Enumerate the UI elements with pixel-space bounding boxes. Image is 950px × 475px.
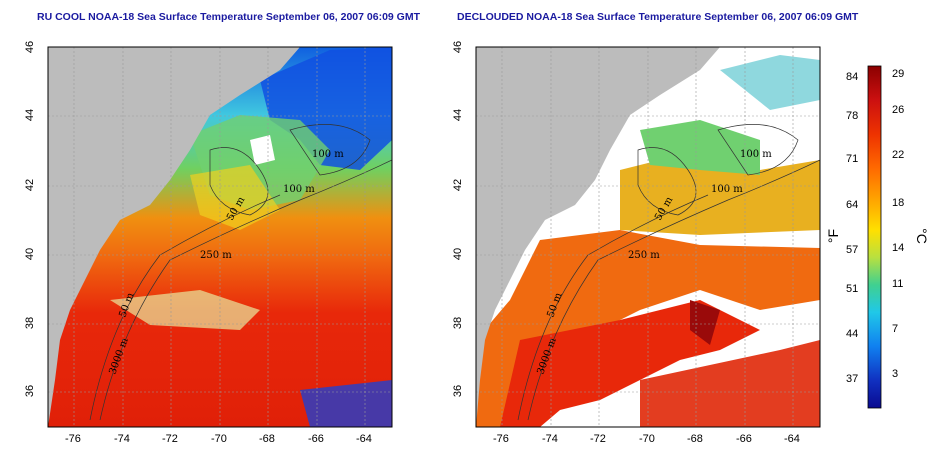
fahrenheit-tick: 51: [846, 283, 859, 295]
y-tick: 42: [452, 178, 464, 192]
x-tick: -70: [639, 433, 655, 445]
left-contour: [209, 147, 269, 216]
left-cold-water: [260, 47, 392, 170]
celsius-tick: 3: [892, 368, 899, 380]
left-frame: [47, 46, 393, 428]
right-contour: [717, 124, 799, 176]
celsius-tick: 18: [892, 197, 905, 209]
y-tick: 46: [452, 40, 464, 54]
left-contour-label: 100 m: [312, 149, 344, 160]
left-grid: [48, 47, 392, 427]
x-tick: -64: [784, 433, 800, 445]
left-contour-label: 250 m: [200, 250, 232, 261]
right-contour-label: 250 m: [628, 250, 660, 261]
fahrenheit-tick: 84: [846, 71, 859, 83]
celsius-tick: 26: [892, 104, 905, 116]
y-tick: 38: [24, 316, 36, 330]
right-grid: [476, 47, 820, 427]
right-contour: [637, 147, 697, 216]
right-contour-label: 100 m: [740, 149, 772, 160]
fahrenheit-tick: 44: [846, 328, 859, 340]
right-contour-label: 100 m: [711, 184, 743, 195]
right-frame: [475, 46, 821, 428]
x-tick: -74: [114, 433, 130, 445]
celsius-tick: 22: [892, 149, 905, 161]
fahrenheit-tick: 57: [846, 244, 859, 256]
fahrenheit-tick: 71: [846, 153, 859, 165]
left-panel-title: RU COOL NOAA-18 Sea Surface Temperature …: [37, 11, 421, 23]
celsius-tick: 11: [892, 278, 904, 290]
x-tick: -74: [542, 433, 558, 445]
x-tick: -76: [65, 433, 81, 445]
y-tick: 44: [24, 108, 36, 122]
x-tick: -66: [308, 433, 324, 445]
right-contour: [527, 159, 820, 421]
left-land: [48, 47, 300, 427]
x-tick: -68: [687, 433, 703, 445]
x-tick: -72: [590, 433, 606, 445]
right-hot-water: [640, 340, 820, 427]
x-tick: -68: [259, 433, 275, 445]
x-tick: -66: [736, 433, 752, 445]
celsius-tick: 14: [892, 242, 905, 254]
left-island: [250, 135, 275, 165]
celsius-tick: 7: [892, 323, 899, 335]
colorbar: [867, 65, 882, 409]
left-yellow-water: [190, 165, 280, 230]
fahrenheit-tick: 37: [846, 373, 859, 385]
fahrenheit-tick: 64: [846, 199, 859, 211]
x-tick: -64: [356, 433, 372, 445]
y-tick: 36: [24, 384, 36, 398]
y-tick: 44: [452, 108, 464, 122]
y-tick: 42: [24, 178, 36, 192]
celsius-unit-label: °C: [913, 228, 930, 244]
right-land: [476, 47, 720, 427]
right-warm-water: [476, 230, 820, 427]
left-contour: [289, 124, 371, 176]
y-tick: 40: [24, 247, 36, 261]
fahrenheit-tick: 78: [846, 110, 859, 122]
celsius-tick: 29: [892, 68, 905, 80]
fahrenheit-unit-label: °F: [825, 228, 842, 244]
right-hot-core: [690, 300, 720, 345]
right-yellow-water: [620, 150, 820, 235]
left-filament: [110, 290, 260, 330]
y-tick: 36: [452, 384, 464, 398]
left-contour: [99, 159, 392, 421]
x-tick: -70: [211, 433, 227, 445]
y-tick: 40: [452, 247, 464, 261]
right-panel-title: DECLOUDED NOAA-18 Sea Surface Temperatur…: [457, 11, 859, 23]
y-tick: 38: [452, 316, 464, 330]
x-tick: -76: [493, 433, 509, 445]
y-tick: 46: [24, 40, 36, 54]
left-contour-label: 100 m: [283, 184, 315, 195]
x-tick: -72: [162, 433, 178, 445]
right-green-water: [640, 120, 760, 175]
